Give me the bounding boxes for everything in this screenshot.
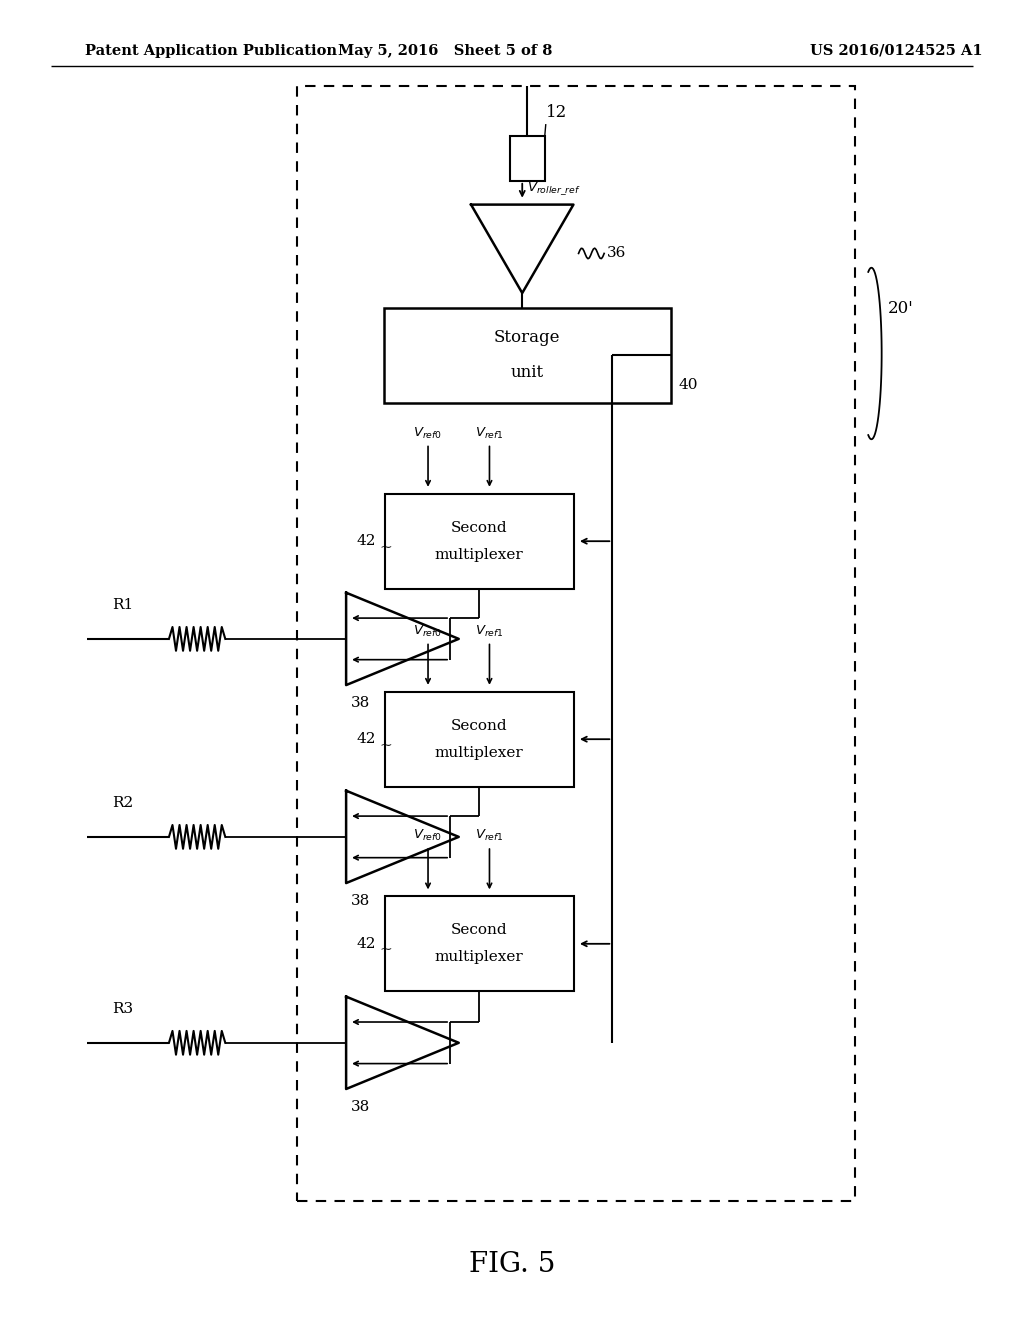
Text: unit: unit: [511, 364, 544, 380]
Polygon shape: [471, 205, 573, 293]
Text: multiplexer: multiplexer: [435, 548, 523, 561]
Text: Patent Application Publication: Patent Application Publication: [85, 44, 337, 58]
Bar: [510, 136, 545, 181]
Text: 38: 38: [351, 696, 371, 710]
Text: US 2016/0124525 A1: US 2016/0124525 A1: [810, 44, 982, 58]
Text: 20': 20': [888, 301, 913, 317]
Text: 12: 12: [546, 104, 567, 121]
Text: Second: Second: [451, 521, 508, 535]
Text: 42: 42: [356, 535, 377, 548]
Text: $\mathit{V}_{ref1}$: $\mathit{V}_{ref1}$: [475, 829, 504, 843]
Text: multiplexer: multiplexer: [435, 746, 523, 759]
Bar: [385, 896, 573, 991]
Text: 38: 38: [351, 894, 371, 908]
Text: multiplexer: multiplexer: [435, 950, 523, 964]
Text: $\mathit{V}_{ref1}$: $\mathit{V}_{ref1}$: [475, 426, 504, 441]
Text: R3: R3: [113, 1002, 133, 1016]
Text: ~: ~: [380, 541, 392, 554]
Text: Second: Second: [451, 719, 508, 733]
Text: R1: R1: [113, 598, 133, 612]
Text: 38: 38: [351, 1100, 371, 1114]
Text: $\mathit{V}_{ref1}$: $\mathit{V}_{ref1}$: [475, 624, 504, 639]
Text: 40: 40: [679, 378, 698, 392]
Text: 42: 42: [356, 937, 377, 950]
Text: ~: ~: [380, 944, 392, 957]
Text: FIG. 5: FIG. 5: [469, 1251, 555, 1278]
Text: $\mathit{V}_{ref0}$: $\mathit{V}_{ref0}$: [414, 624, 442, 639]
Polygon shape: [346, 997, 459, 1089]
Polygon shape: [346, 593, 459, 685]
Text: R2: R2: [113, 796, 133, 810]
Bar: [384, 308, 671, 403]
Polygon shape: [346, 791, 459, 883]
Text: $\mathit{V}_{ref0}$: $\mathit{V}_{ref0}$: [414, 426, 442, 441]
Bar: [385, 494, 573, 589]
Text: May 5, 2016   Sheet 5 of 8: May 5, 2016 Sheet 5 of 8: [338, 44, 553, 58]
Text: 42: 42: [356, 733, 377, 746]
Text: $\mathit{V}_{roller\_ref}$: $\mathit{V}_{roller\_ref}$: [527, 180, 582, 197]
Text: Storage: Storage: [495, 330, 560, 346]
Text: Second: Second: [451, 924, 508, 937]
Text: $\mathit{V}_{ref0}$: $\mathit{V}_{ref0}$: [414, 829, 442, 843]
Bar: [385, 692, 573, 787]
Text: ~: ~: [380, 739, 392, 752]
Text: 36: 36: [607, 247, 627, 260]
Bar: [297, 86, 855, 1201]
